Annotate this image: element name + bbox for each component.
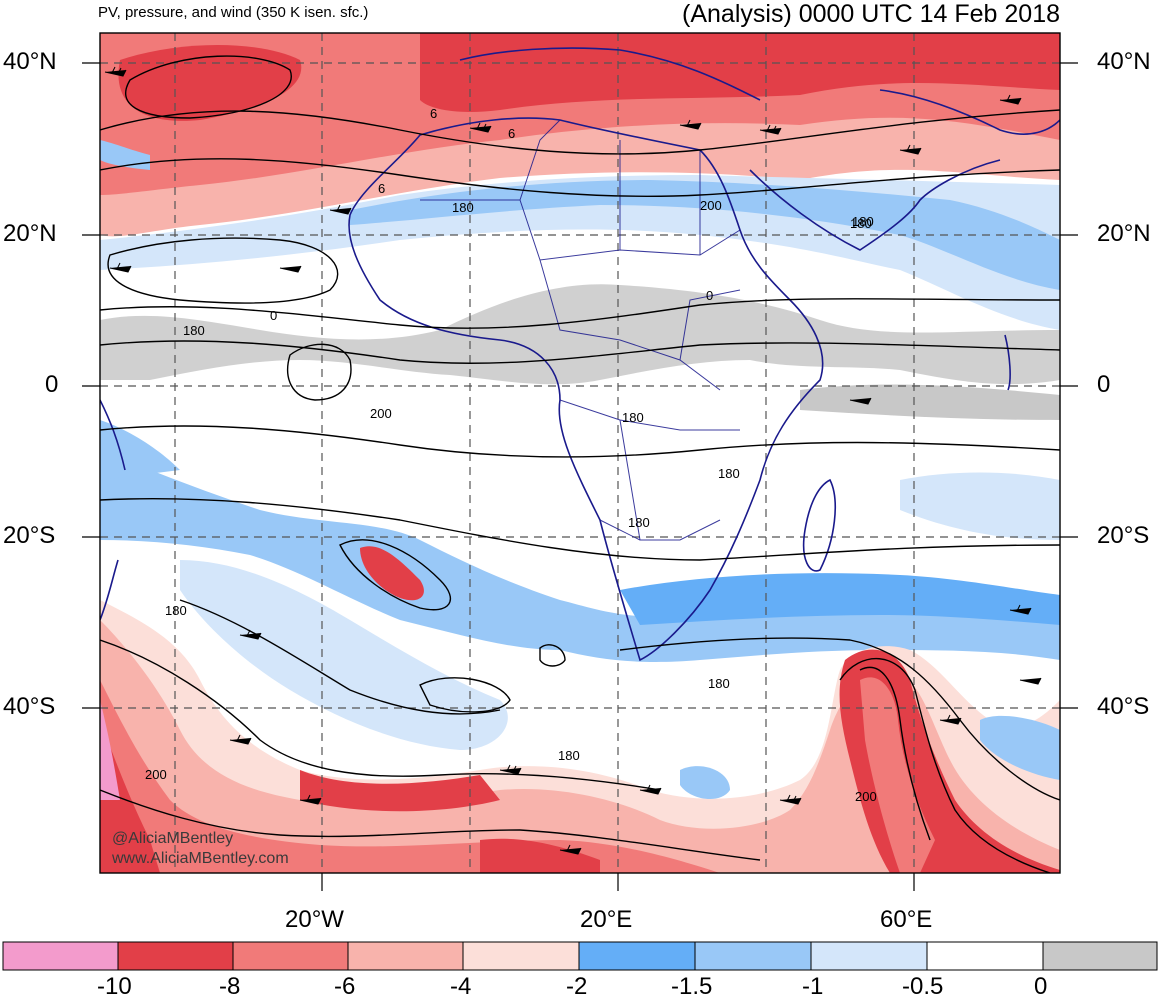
colorbar-label: -2: [566, 973, 588, 1000]
contour-label: 200: [145, 767, 167, 782]
lat-label-left: 40°N: [3, 48, 57, 75]
contour-label-group: 6 6 180 200 6 180 180 0 180 0 200 180 18…: [145, 106, 877, 804]
contour-label: 180: [708, 676, 730, 691]
pv-tropical-gray: [100, 284, 1060, 385]
country-borders: [420, 119, 741, 541]
lat-label-right: 20°S: [1097, 522, 1150, 549]
map-subtitle: PV, pressure, and wind (350 K isen. sfc.…: [98, 4, 369, 21]
lat-label-right: 20°N: [1097, 220, 1151, 247]
colorbar-label: -1: [802, 973, 824, 1000]
lat-label-left: 0: [45, 371, 59, 398]
contour-label: 180: [628, 515, 650, 530]
map-title: (Analysis) 0000 UTC 14 Feb 2018: [682, 0, 1060, 28]
lat-label-right: 40°N: [1097, 48, 1151, 75]
colorbar-label: -6: [334, 973, 356, 1000]
axis-ticks: [82, 62, 1078, 891]
lon-label: 20°W: [285, 906, 344, 933]
colorbar-label: -1.5: [671, 973, 713, 1000]
contour-label: 180: [850, 216, 872, 231]
plot-frame: [99, 32, 1061, 874]
contour-label: 180: [183, 323, 205, 338]
pv-field: 6 6 180 200 6 180 180 0 180 0 200 180 18…: [100, 33, 1060, 873]
colorbar: [2, 941, 1158, 971]
contour-label: 180: [558, 748, 580, 763]
lat-label-left: 20°N: [3, 220, 57, 247]
colorbar-label: -0.5: [902, 973, 944, 1000]
contour-label: 180: [852, 214, 874, 229]
contour-label: 6: [508, 126, 515, 141]
lon-label: 20°E: [580, 906, 633, 933]
contour-label: 200: [700, 198, 722, 213]
lat-label-left: 20°S: [3, 522, 56, 549]
contour-label: 180: [452, 200, 474, 215]
watermark-handle: @AliciaMBentley: [112, 830, 234, 847]
grid-lines: [100, 33, 1060, 873]
colorbar-label: 0: [1034, 973, 1048, 1000]
contour-label: 6: [430, 106, 437, 121]
colorbar-label: -4: [450, 973, 472, 1000]
lon-label: 60°E: [880, 906, 933, 933]
lat-label-right: 0: [1097, 371, 1111, 398]
contour-label: 200: [370, 406, 392, 421]
coastlines: [100, 47, 1060, 662]
colorbar-label: -8: [219, 973, 241, 1000]
watermark-url: www.AliciaMBentley.com: [112, 850, 289, 867]
contour-label: 180: [718, 466, 740, 481]
colorbar-label: -10: [97, 973, 132, 1000]
contour-label: 0: [706, 288, 713, 303]
contour-label: 180: [622, 410, 644, 425]
pressure-contours: [100, 55, 1060, 873]
contour-label: 6: [378, 181, 385, 196]
contour-label: 0: [270, 308, 277, 323]
contour-label: 180: [165, 603, 187, 618]
lat-label-left: 40°S: [3, 693, 56, 720]
contour-label: 200: [855, 789, 877, 804]
lat-label-right: 40°S: [1097, 693, 1150, 720]
wind-barbs: [104, 66, 1042, 855]
